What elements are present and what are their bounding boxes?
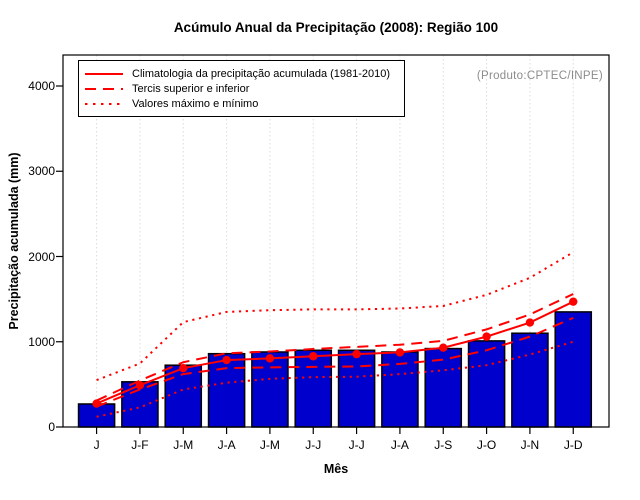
x-tick-label-J-S: J-S (434, 438, 453, 452)
legend-label: Climatologia da precipitação acumulada (… (132, 67, 391, 80)
y-tick-label: 1000 (28, 334, 55, 349)
bar-J-M (164, 364, 203, 428)
x-tick-label-J-A: J-A (217, 438, 236, 452)
legend-item-climatology: Climatologia da precipitação acumulada (… (85, 66, 404, 81)
x-tick-label-J-M: J-M (259, 438, 280, 452)
dashed-red-line-icon (85, 87, 123, 90)
bar-J-S (424, 347, 463, 428)
climatology-point (222, 355, 231, 365)
x-tick-label-J-J: J-J (348, 438, 365, 452)
y-tick-label: 0 (48, 420, 55, 434)
climatology-point (525, 318, 535, 327)
climatology-point (352, 349, 361, 359)
line-dashed (96, 316, 574, 408)
x-tick-label-J-D: J-D (563, 438, 583, 452)
y-tick-label: 3000 (28, 164, 55, 179)
bar-J-J (294, 349, 333, 428)
x-tick-label-J-M: J-M (173, 438, 194, 452)
solid-red-line-icon (85, 72, 123, 75)
line-dotted (96, 340, 574, 418)
bar-J-D (554, 311, 593, 428)
x-tick-label-J-J: J-J (305, 438, 322, 452)
legend-item-tercis: Tercis superior e inferior (85, 81, 404, 96)
climatology-point (482, 332, 491, 341)
x-axis-label: Mês (323, 462, 349, 476)
legend-label: Tercis superior e inferior (132, 82, 250, 95)
line-dotted (96, 251, 574, 382)
legend-item-max-min: Valores máximo e mínimo (85, 96, 404, 111)
climatology-point (135, 381, 145, 390)
chart-title: Acúmulo Anual da Precipitação (2008): Re… (173, 20, 499, 35)
x-tick-label-J-N: J-N (520, 438, 540, 452)
climatology-point (395, 348, 405, 357)
climatology-point (179, 363, 188, 373)
climatology-point (265, 354, 275, 363)
y-tick-label: 4000 (28, 79, 55, 93)
legend-box: Climatologia da precipitação acumulada (… (78, 60, 405, 117)
line-solid (96, 300, 574, 405)
climatology-point (569, 297, 578, 306)
bar-J-N (511, 332, 549, 428)
dotted-red-line-icon (85, 102, 123, 105)
climatology-point (439, 343, 448, 352)
bar-J-M (251, 351, 289, 428)
bar-J-J (337, 349, 376, 428)
bar-J-A (207, 352, 246, 428)
plot-box (62, 54, 610, 428)
x-tick-label-J-A: J-A (390, 438, 409, 452)
x-tick-label-J-O: J-O (476, 438, 497, 452)
legend-label: Valores máximo e mínimo (132, 97, 259, 110)
x-tick-label-J: J (93, 438, 100, 452)
climatology-point (309, 352, 318, 361)
product-label: (Produto:CPTEC/INPE) (476, 70, 603, 82)
x-tick-label-J-F: J-F (131, 438, 149, 452)
y-tick-label: 2000 (28, 249, 55, 264)
